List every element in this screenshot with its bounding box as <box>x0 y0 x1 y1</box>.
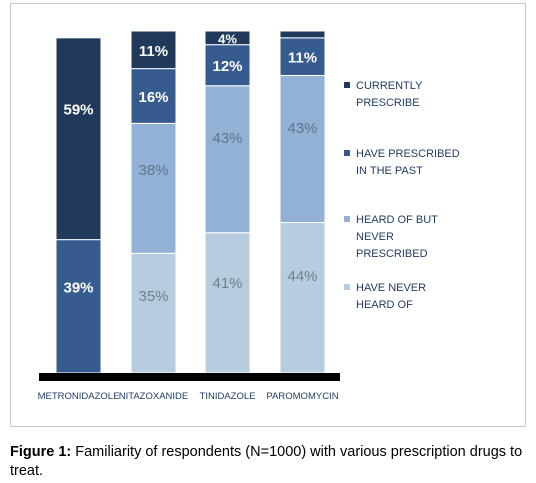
data-label: 12% <box>212 58 242 75</box>
legend-label: HAVE NEVER <box>356 282 426 294</box>
category-labels-layer: METRONIDAZOLE NITAZOXANIDE TINIDAZOLE PAROM… <box>38 391 339 402</box>
legend-label: HEARD OF BUT <box>356 214 438 226</box>
data-label: 59% <box>63 101 93 118</box>
data-label: 43% <box>212 130 242 147</box>
bars-layer <box>55 30 326 374</box>
legend-label: PRESCRIBED <box>356 248 428 260</box>
data-label: 35% <box>138 288 168 305</box>
legend-entry: HAVE PRESCRIBED IN THE PAST <box>344 148 460 177</box>
bar-segment <box>130 122 177 254</box>
bar-segment <box>279 222 326 374</box>
bar-segment <box>279 74 326 224</box>
legend-label: HAVE PRESCRIBED <box>356 148 460 160</box>
legend-label: CURRENTLY <box>356 80 423 92</box>
category-label: TINIDAZOLE <box>200 391 256 402</box>
data-label: 39% <box>63 279 93 296</box>
bar-segment <box>279 37 326 76</box>
category-label: PAROMOMYCIN <box>266 391 338 402</box>
bar-segment <box>55 239 102 374</box>
stacked-bar-chart: 39% 59% 35% 38% 16% 11% 41% 43% 12% 4% 44% 43% 11% M… <box>38 30 460 402</box>
bar-segment <box>130 30 177 70</box>
data-label: 11% <box>288 50 317 67</box>
legend-label: PRESCRIBE <box>356 97 420 109</box>
legend-entry: CURRENTLY PRESCRIBE <box>344 80 423 109</box>
caption-label: Figure 1: <box>10 444 72 460</box>
bar-segment <box>204 232 251 374</box>
data-label: 44% <box>287 268 317 285</box>
data-label: 4% <box>218 32 237 47</box>
legend-label: IN THE PAST <box>356 165 423 177</box>
legend-entry: HAVE NEVER HEARD OF <box>344 282 426 311</box>
legend-swatch <box>344 82 350 88</box>
data-label: 43% <box>287 120 317 137</box>
data-label: 38% <box>138 162 168 179</box>
data-label: 41% <box>212 275 242 292</box>
bar-segment <box>55 37 102 241</box>
legend-swatch <box>344 150 350 156</box>
data-labels-layer: 39% 59% 35% 38% 16% 11% 41% 43% 12% 4% 44% 43% 11% <box>63 32 317 306</box>
legend-entry: HEARD OF BUT NEVER PRESCRIBED <box>344 214 438 260</box>
data-label: 11% <box>139 43 168 60</box>
legend-label: HEARD OF <box>356 299 413 311</box>
data-label: 16% <box>138 89 168 106</box>
bar-segment <box>204 30 251 46</box>
x-axis-baseline <box>39 373 340 381</box>
legend-swatch <box>344 284 350 290</box>
bar-segment <box>130 68 177 124</box>
legend: CURRENTLY PRESCRIBE HAVE PRESCRIBED IN THE … <box>344 80 460 311</box>
category-label: METRONIDAZOLE <box>38 391 120 402</box>
bar-segment <box>204 44 251 87</box>
bar-segment <box>279 30 326 39</box>
figure-caption: Figure 1: Familiarity of respondents (N=… <box>10 443 530 481</box>
legend-swatch <box>344 216 350 222</box>
bar-segment <box>204 85 251 234</box>
caption-text: Familiarity of respondents (N=1000) with… <box>10 444 523 479</box>
bar-segment <box>130 252 177 374</box>
category-label: NITAZOXANIDE <box>119 391 189 402</box>
legend-label: NEVER <box>356 231 394 243</box>
